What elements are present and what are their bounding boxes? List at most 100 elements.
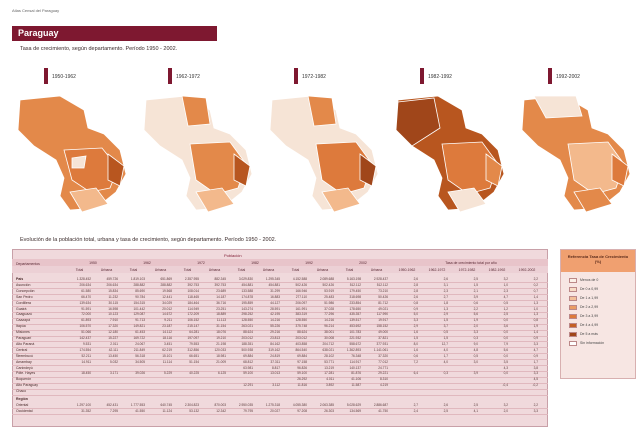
- table-row-label: Asunción: [16, 282, 31, 287]
- table-cell: 1,4: [533, 294, 538, 299]
- table-cell: 3.451: [164, 341, 172, 346]
- table-cell: 0,9: [533, 353, 538, 358]
- table-cell: 10.123: [108, 312, 118, 317]
- table-cell: 2,8: [413, 282, 418, 287]
- table-row-label: Caaguazú: [16, 312, 32, 317]
- table-cell: 12.441: [162, 294, 172, 299]
- table-cell: 1.275.318: [265, 402, 280, 407]
- table-subcol-header: Total: [183, 268, 192, 272]
- table-cell: 34.505: [135, 359, 145, 364]
- table-cell: 20.012: [162, 306, 172, 311]
- table-subcol-header: Total: [345, 268, 354, 272]
- table-cell: 79.553: [189, 341, 199, 346]
- table-cell: 53.771: [324, 359, 334, 364]
- table-cell: 204.712: [322, 341, 334, 346]
- table-cell: 18.076: [216, 330, 226, 335]
- table-cell: 37.320: [378, 353, 388, 358]
- legend-label: De 3 a 3,99: [580, 314, 599, 318]
- table-cell: -0,4: [502, 383, 509, 388]
- table-cell: 77.012: [378, 359, 388, 364]
- table-cell: 377.931: [376, 341, 388, 346]
- table-cell: 120.033: [214, 347, 226, 352]
- table-cell: 0,0: [503, 318, 508, 323]
- table-cell: 2.950.035: [238, 402, 253, 407]
- table-cell: 143.274: [241, 306, 253, 311]
- table-subcol-header: Urbana: [262, 268, 275, 272]
- table-cell: 81.876: [351, 371, 361, 376]
- table-cell: 0,3: [443, 371, 448, 376]
- table-cell: 4,1: [473, 408, 478, 413]
- table-cell: 1,6: [413, 347, 418, 352]
- paraguay-map-1950-1962: [17, 95, 127, 213]
- table-cell: 0,0: [503, 330, 508, 335]
- table-cell: 133.588: [241, 288, 253, 293]
- table-cell: 18.889: [216, 312, 226, 317]
- table-cell: 0,9: [533, 336, 538, 340]
- table-cell: 211.849: [133, 347, 145, 352]
- table-cell: 21.009: [216, 359, 226, 364]
- table-cell: 117.990: [376, 312, 388, 317]
- country-title-bar: Paraguay: [12, 26, 217, 41]
- table-cell: 2,1: [473, 288, 478, 293]
- table-cell: 4.011: [326, 377, 334, 382]
- table-cell: 215.147: [187, 324, 199, 329]
- table-row-label: Alto Paraguay: [16, 383, 38, 388]
- paraguay-map-1962-1972: [143, 95, 253, 213]
- table-cell: 454.881: [241, 282, 253, 287]
- table-cell: 28.102: [324, 353, 334, 358]
- atlas-label: Atlas Censal del Paraguay: [12, 8, 60, 13]
- table-cell: 2.357.955: [184, 277, 199, 281]
- table-cell: 9.531: [83, 341, 91, 346]
- legend-label: De 1 a 1,99: [580, 296, 599, 300]
- table-cell: 49.021: [378, 306, 388, 311]
- table-cell: 4,7: [533, 347, 538, 352]
- table-cell: 0,9: [413, 306, 418, 311]
- table-year-header: 1982: [251, 261, 259, 265]
- table-cell: 169.722: [133, 336, 145, 340]
- table-cell: 4.219: [380, 383, 388, 388]
- table-cell: 61.453: [135, 330, 145, 335]
- table-cell: 53.919: [324, 288, 334, 293]
- table-cell: 84.162: [270, 341, 280, 346]
- table-cell: 0,6: [413, 353, 418, 358]
- table-cell: 73.210: [378, 288, 388, 293]
- legend-swatch: [569, 287, 577, 292]
- table-cell: 184.464: [187, 300, 199, 305]
- table-cell: 2,7: [443, 294, 448, 299]
- table-cell: 96.214: [324, 324, 334, 329]
- table-cell: 1,3: [533, 300, 538, 305]
- legend-label: Sin información: [580, 341, 605, 345]
- table-cell: 5.229: [164, 371, 172, 376]
- legend-label: De 0 a 0,99: [580, 287, 599, 291]
- table-cell: 41.550: [135, 408, 145, 413]
- table-cell: 158.152: [376, 324, 388, 329]
- table-cell: 23.689: [216, 288, 226, 293]
- table-row-divider: [12, 394, 548, 396]
- table-cell: 26.292: [297, 377, 307, 382]
- table-cell: 203.012: [295, 336, 307, 340]
- table-cell: 459.726: [106, 277, 118, 281]
- table-cell: 383.319: [295, 312, 307, 317]
- table-cell: 1,3: [533, 312, 538, 317]
- table-cell: 0,5: [473, 353, 478, 358]
- table-cell: 452.431: [106, 402, 118, 407]
- table-cell: 179.450: [349, 288, 361, 293]
- table-cell: 3,2: [503, 402, 508, 407]
- table-cell: 277.110: [295, 294, 307, 299]
- table-cell: 11.124: [162, 408, 172, 413]
- table-row-divider: [12, 359, 548, 361]
- table-area-label: Región: [16, 397, 28, 401]
- table-row-label: Caazapá: [16, 318, 31, 323]
- table-subcol-header: Urbana: [154, 268, 167, 272]
- table-cell: 1,5: [443, 336, 448, 340]
- table-cell: 68.812: [243, 359, 253, 364]
- table-cell: 3,9: [473, 371, 478, 376]
- table-cell: 25.483: [324, 294, 334, 299]
- legend-swatch: [569, 341, 577, 346]
- table-cell: 18.116: [162, 336, 172, 340]
- table-cell: 14.672: [162, 312, 172, 317]
- table-cell: 233.854: [349, 300, 361, 305]
- table-cell: 5,6: [503, 347, 508, 352]
- table-cell: 134.569: [349, 408, 361, 413]
- table-cell: 2,3: [443, 288, 448, 293]
